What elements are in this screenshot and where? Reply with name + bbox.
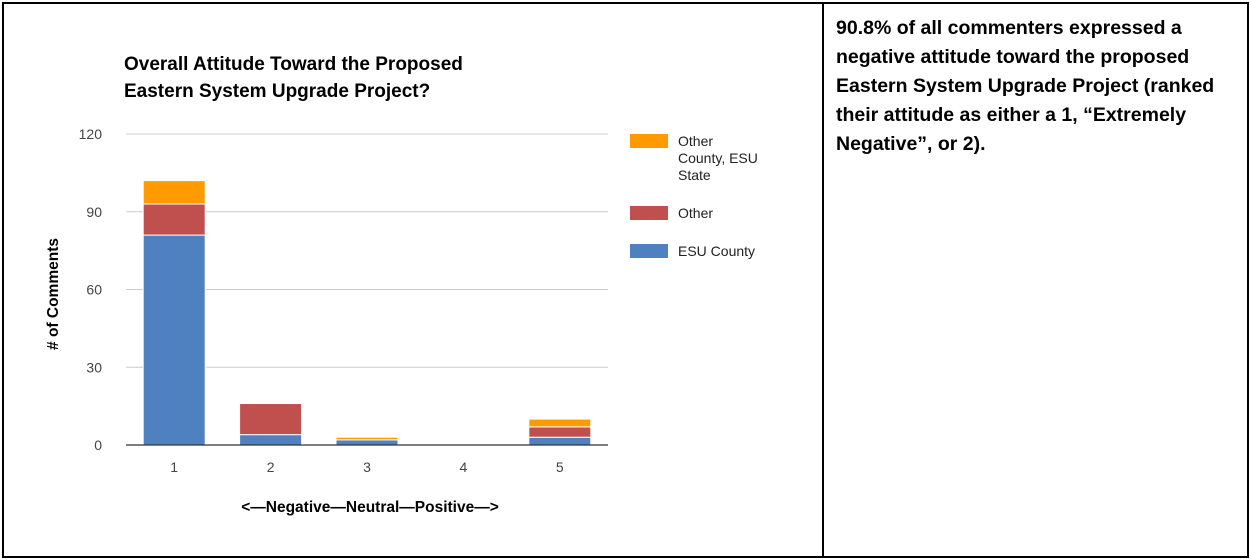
gridlines [126, 133, 608, 368]
legend-label: Other [678, 205, 713, 221]
bar-segment [528, 426, 592, 438]
bar-segment [335, 436, 399, 441]
legend-label: State [678, 167, 711, 183]
x-tick-label: 5 [556, 459, 564, 475]
y-tick-label: 60 [86, 282, 102, 298]
summary-text: 90.8% of all commenters expressed a nega… [836, 17, 1215, 155]
legend-swatch [630, 244, 668, 258]
bar-segment [142, 203, 206, 236]
bar-segment [528, 418, 592, 428]
bar-segment [142, 180, 206, 205]
x-axis-title: <—Negative—Neutral—Positive—> [241, 499, 499, 516]
legend-label: Other [678, 133, 713, 149]
x-tick-label: 4 [460, 459, 468, 475]
bars [142, 180, 592, 446]
x-tick-label: 3 [363, 459, 371, 475]
y-tick-label: 0 [94, 437, 102, 453]
y-tick-label: 30 [86, 359, 102, 375]
x-axis-ticks: 1 2 3 4 5 [170, 459, 564, 475]
y-axis-ticks: 0 30 60 90 120 [79, 126, 103, 453]
legend-label: ESU County [678, 243, 755, 259]
chart-cell: Overall Attitude Toward the Proposed Eas… [4, 4, 822, 556]
bar-segment [335, 439, 399, 446]
bar-segment [142, 234, 206, 446]
attitude-chart: Overall Attitude Toward the Proposed Eas… [45, 54, 758, 516]
legend-swatch [630, 134, 668, 148]
y-tick-label: 90 [86, 204, 102, 220]
bar-segment [239, 434, 303, 446]
bar-segment [239, 403, 303, 436]
chart-title-line-2: Eastern System Upgrade Project? [124, 81, 430, 102]
y-tick-label: 120 [79, 126, 103, 142]
x-tick-label: 2 [267, 459, 275, 475]
legend-swatch [630, 206, 668, 220]
chart-title: Overall Attitude Toward the Proposed Eas… [124, 54, 463, 102]
x-tick-label: 1 [170, 459, 178, 475]
table-column-divider [822, 2, 824, 558]
legend-label: County, ESU [678, 150, 758, 166]
bar-segment [528, 436, 592, 446]
y-axis-title: # of Comments [45, 238, 62, 350]
chart-title-line-1: Overall Attitude Toward the Proposed [124, 54, 463, 75]
